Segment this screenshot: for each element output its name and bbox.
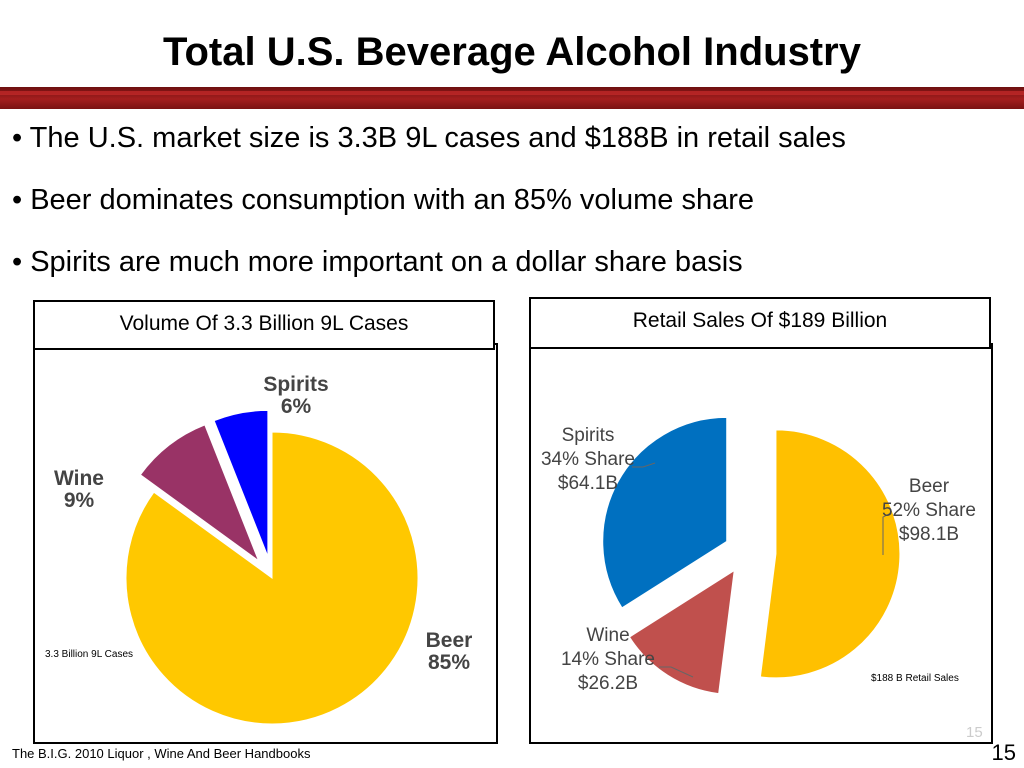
volume-chart-panel: Beer 85% Wine 9% Spirits 6% 3.3 Billion 9L Ca… — [33, 343, 498, 744]
bullet-list: • The U.S. market size is 3.3B 9L cases … — [12, 120, 846, 306]
slice-label-wine: Wine 9% — [54, 467, 104, 512]
slice-label-wine: Wine 14% Share $26.2B — [561, 625, 655, 694]
sales-pie-chart: Beer 52% Share $98.1B Wine 14% Share $26.2B Sp… — [541, 416, 976, 695]
bullet-item: • Spirits are much more important on a d… — [12, 246, 743, 278]
pie-slice-wine — [139, 424, 260, 563]
leader-line — [632, 462, 656, 468]
pie-slice-spirits — [602, 416, 728, 609]
volume-pie-chart: Beer 85% Wine 9% Spirits 6% — [54, 373, 473, 725]
leader-line — [659, 666, 694, 678]
sales-note: $188 B Retail Sales — [871, 673, 959, 684]
slice-label-beer: Beer 85% — [426, 629, 473, 674]
bullet-item: • Beer dominates consumption with an 85%… — [12, 184, 754, 216]
title-divider — [0, 87, 1024, 109]
pie-slice-spirits — [213, 409, 269, 557]
bullet-item: • The U.S. market size is 3.3B 9L cases … — [12, 122, 846, 154]
slide-title: Total U.S. Beverage Alcohol Industry — [163, 30, 861, 74]
pie-slice-beer — [759, 429, 901, 679]
ghost-page-number: 15 — [966, 724, 983, 741]
pie-slice-beer — [125, 431, 419, 725]
volume-note: 3.3 Billion 9L Cases — [45, 649, 134, 660]
pie-slice-wine — [628, 569, 735, 695]
sales-chart-panel: Beer 52% Share $98.1B Wine 14% Share $26.2B Sp… — [529, 343, 993, 744]
footer-source: The B.I.G. 2010 Liquor , Wine And Beer H… — [12, 746, 311, 761]
slice-label-beer: Beer 52% Share $98.1B — [882, 476, 976, 545]
slice-label-spirits: Spirits 6% — [263, 373, 328, 418]
sales-chart-title: Retail Sales Of $189 Billion — [529, 297, 991, 349]
leader-line — [882, 512, 892, 555]
slice-label-spirits: Spirits 34% Share $64.1B — [541, 425, 635, 494]
volume-chart-title: Volume Of 3.3 Billion 9L Cases — [33, 300, 495, 350]
page-number: 15 — [991, 740, 1016, 765]
